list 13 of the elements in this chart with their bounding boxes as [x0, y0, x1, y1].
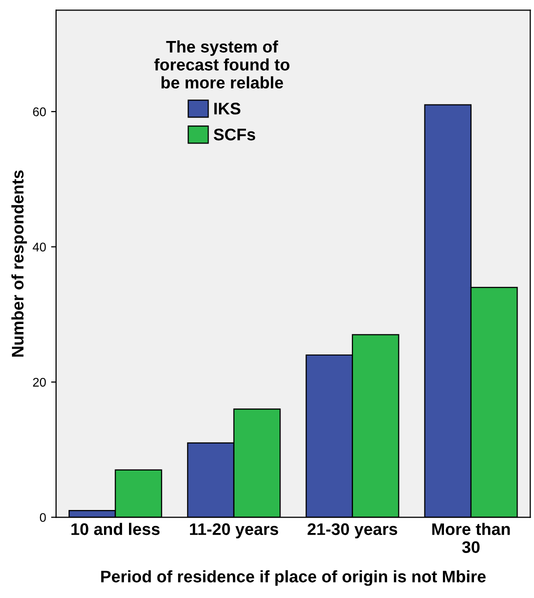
y-tick-label: 60: [33, 107, 46, 116]
x-tick-label: 10 and less: [71, 522, 160, 536]
y-tick-label: 0: [40, 513, 46, 522]
y-tick-label: 40: [32, 242, 46, 252]
x-tick-label: 21-30 years: [308, 523, 398, 538]
x-tick-label: 11-20 years: [190, 523, 278, 538]
y-axis-title: Number of respondents: [11, 170, 27, 357]
legend-label: SCFs: [214, 128, 256, 140]
legend-title: The system of forecast found to be more relable: [154, 40, 290, 89]
legend-label: IKS: [214, 102, 240, 114]
x-axis-title: Period of residence if place of origin is not Mbire: [101, 570, 486, 586]
x-tick-label: More than 30: [432, 522, 510, 554]
y-tick-label: 20: [33, 378, 46, 387]
